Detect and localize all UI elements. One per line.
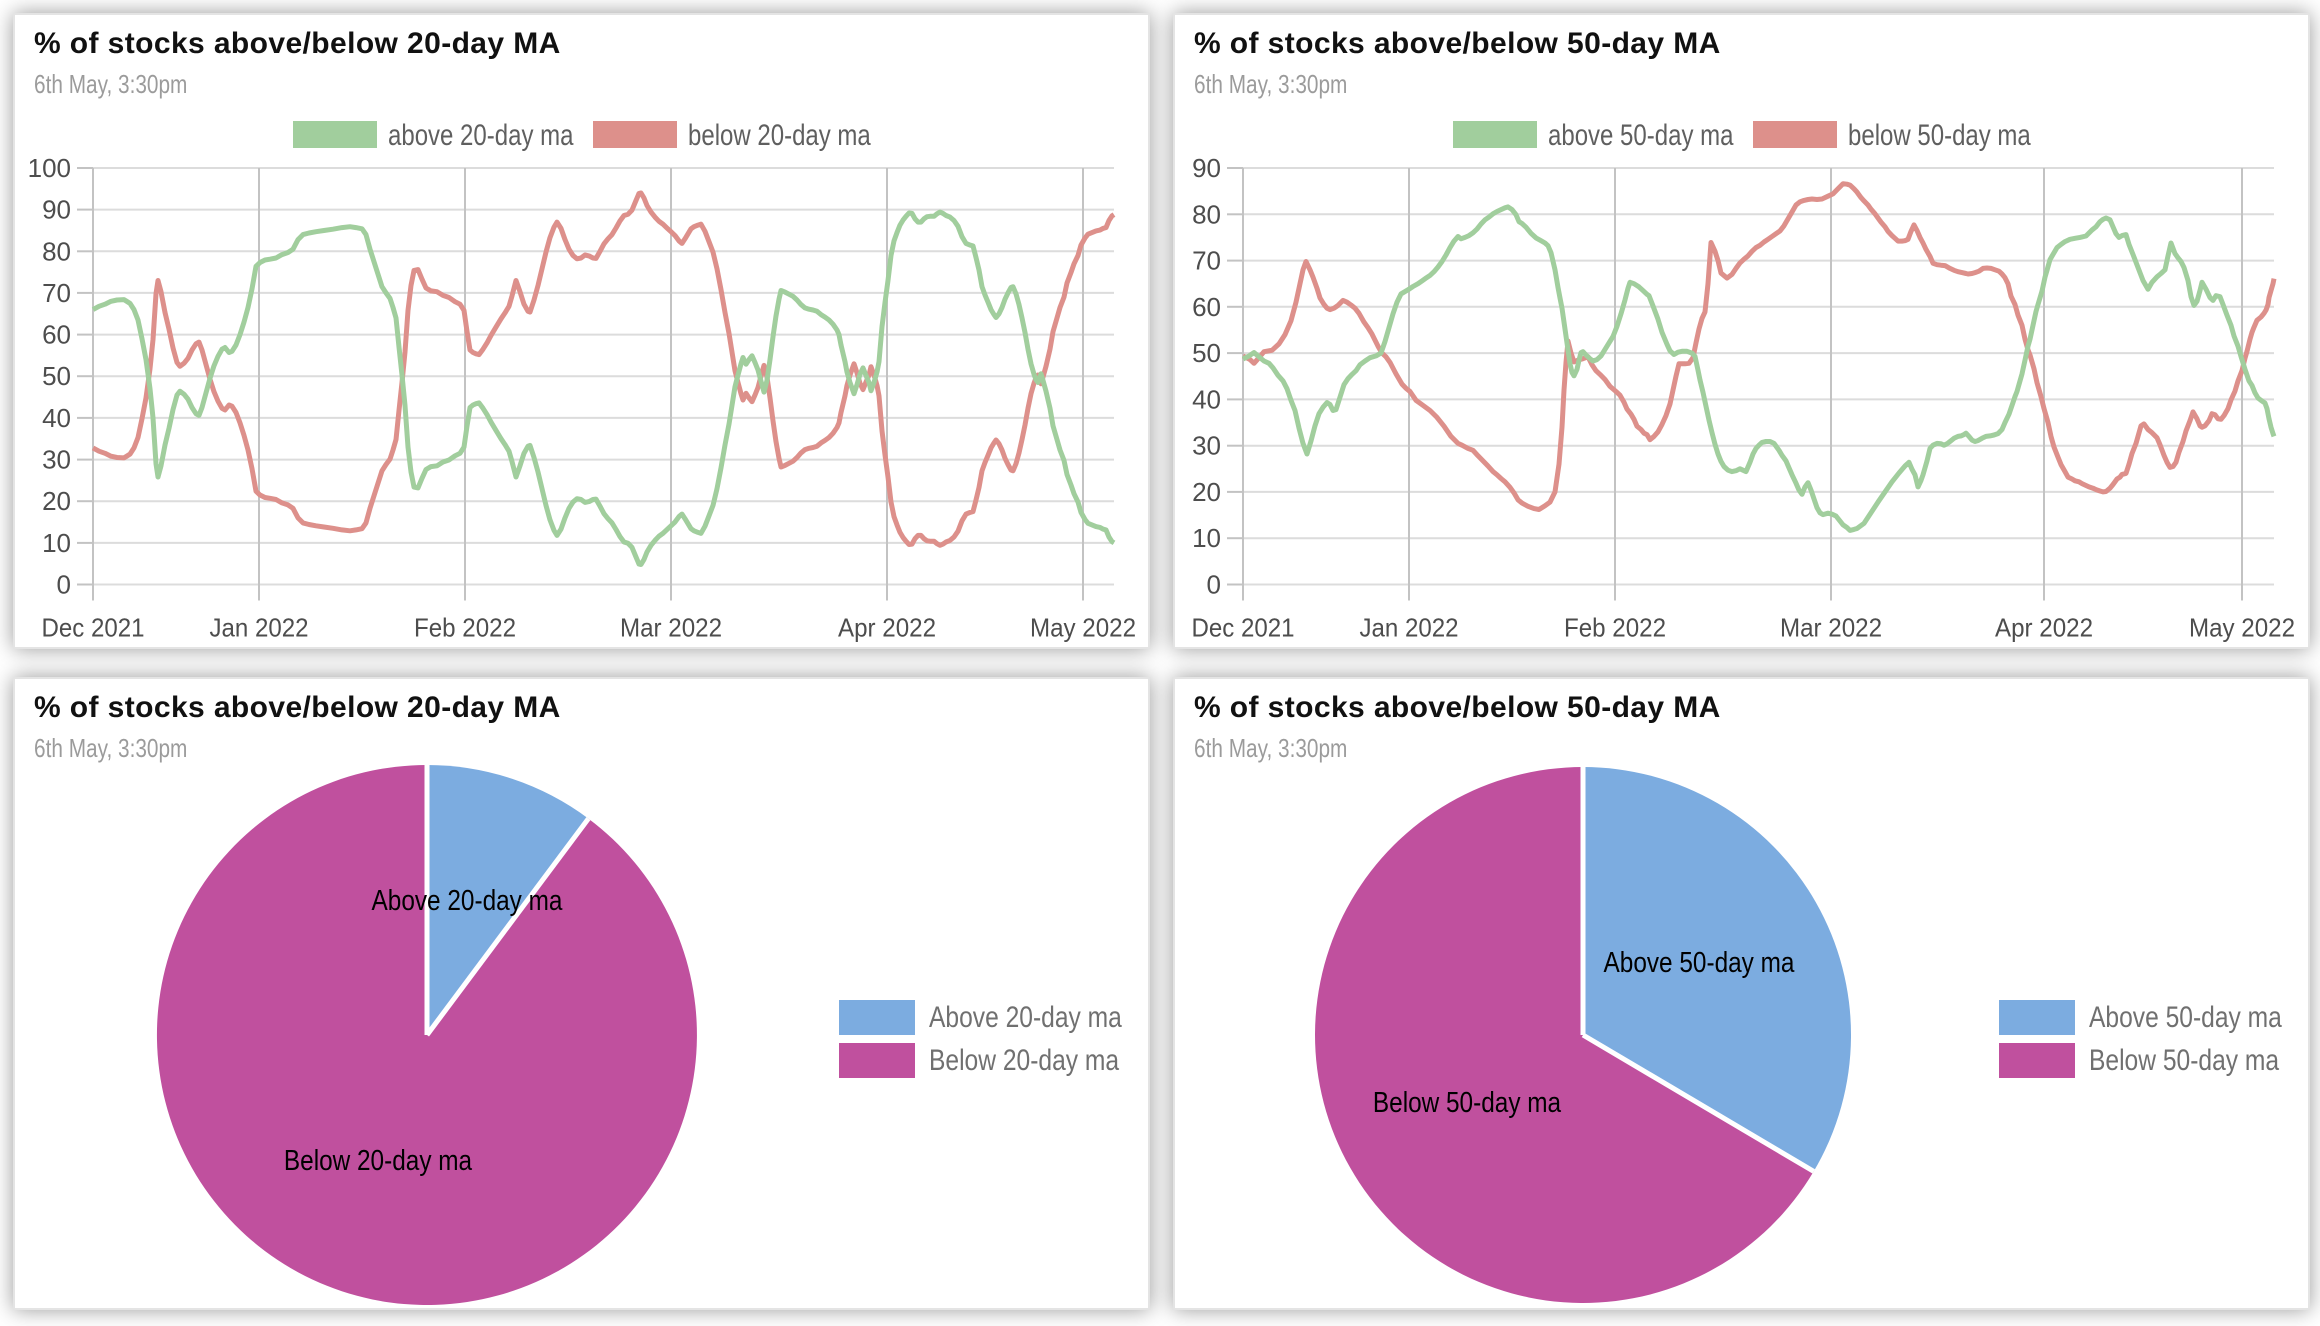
svg-text:40: 40: [1192, 384, 1221, 414]
svg-text:Mar 2022: Mar 2022: [620, 613, 722, 643]
svg-text:0: 0: [57, 570, 71, 600]
svg-text:Apr 2022: Apr 2022: [1995, 613, 2093, 643]
svg-text:0: 0: [1207, 570, 1221, 600]
svg-text:Mar 2022: Mar 2022: [1780, 613, 1882, 643]
svg-text:90: 90: [1192, 153, 1221, 183]
svg-text:60: 60: [42, 320, 71, 350]
svg-text:50: 50: [1192, 338, 1221, 368]
svg-text:Feb 2022: Feb 2022: [1564, 613, 1666, 643]
svg-text:80: 80: [1192, 199, 1221, 229]
svg-text:100: 100: [28, 153, 71, 183]
svg-text:Apr 2022: Apr 2022: [838, 613, 936, 643]
svg-text:Dec 2021: Dec 2021: [42, 613, 145, 643]
svg-text:20: 20: [1192, 477, 1221, 507]
svg-text:80: 80: [42, 236, 71, 266]
svg-text:Dec 2021: Dec 2021: [1192, 613, 1295, 643]
svg-text:Feb 2022: Feb 2022: [414, 613, 516, 643]
svg-text:30: 30: [42, 445, 71, 475]
svg-text:May 2022: May 2022: [2189, 613, 2295, 643]
svg-text:May 2022: May 2022: [1030, 613, 1136, 643]
svg-text:Jan 2022: Jan 2022: [1360, 613, 1459, 643]
svg-text:30: 30: [1192, 431, 1221, 461]
svg-text:60: 60: [1192, 292, 1221, 322]
svg-text:10: 10: [1192, 523, 1221, 553]
svg-text:70: 70: [1192, 246, 1221, 276]
svg-text:20: 20: [42, 486, 71, 516]
svg-text:90: 90: [42, 195, 71, 225]
svg-text:70: 70: [42, 278, 71, 308]
svg-text:40: 40: [42, 403, 71, 433]
svg-text:50: 50: [42, 361, 71, 391]
svg-text:10: 10: [42, 528, 71, 558]
svg-text:Jan 2022: Jan 2022: [210, 613, 309, 643]
